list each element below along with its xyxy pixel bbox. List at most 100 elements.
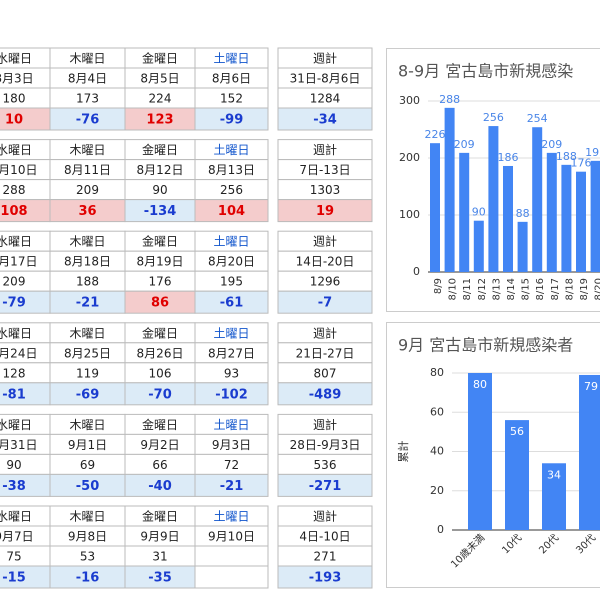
cell-text: -70 <box>148 387 172 402</box>
bar <box>430 143 440 272</box>
cell-text: 土曜日 <box>213 235 249 249</box>
cell-text: -16 <box>76 571 100 586</box>
cell-text: 木曜日 <box>69 52 105 66</box>
y-tick-label: 20 <box>430 484 444 497</box>
x-tick-label: 8/11 <box>462 278 473 300</box>
cell-text: 水曜日 <box>0 510 32 524</box>
cell <box>277 107 373 131</box>
cell-text: 256 <box>220 183 243 197</box>
cell <box>277 565 373 589</box>
value-label: 56 <box>510 425 524 438</box>
cell-text: 807 <box>314 366 337 380</box>
cell-text: 108 <box>0 204 27 219</box>
cell-text: 66 <box>152 458 167 472</box>
cell-text: 木曜日 <box>69 510 105 524</box>
y-tick-label: 40 <box>430 445 444 458</box>
x-tick-label: 8/20 <box>594 278 600 300</box>
value-label: 79 <box>584 380 598 393</box>
cell-text: 金曜日 <box>142 51 178 66</box>
cell-text: 8月10日 <box>0 163 37 177</box>
cell-text: 8月6日 <box>212 72 251 86</box>
value-label: 209 <box>454 138 475 151</box>
cell-text: 8月12日 <box>137 163 184 177</box>
cell-text: 9月7日 <box>0 530 34 544</box>
y-tick-label: 200 <box>399 151 420 164</box>
cell-text: 69 <box>80 458 95 472</box>
cell <box>194 473 269 497</box>
cell-text: -34 <box>313 113 337 128</box>
cell-text: 128 <box>3 366 26 380</box>
value-label: 254 <box>527 112 548 125</box>
x-tick-label: 8/16 <box>535 278 546 300</box>
cell-text: 9月3日 <box>212 438 251 452</box>
cell-text: 水曜日 <box>0 143 32 157</box>
cell-text: 14日-20日 <box>296 255 355 269</box>
chart: 8-9月 宮古島市新規感染 0 100 200 300 226 8/9 288 8/10 209 8… <box>386 48 600 312</box>
cell-text: -99 <box>220 113 244 128</box>
cell-text: 金曜日 <box>142 325 178 340</box>
cell-text: 9月9日 <box>140 530 179 544</box>
value-label: 288 <box>439 93 460 106</box>
value-label: 88 <box>516 207 530 220</box>
chart-frame <box>386 322 600 588</box>
bar <box>473 220 484 272</box>
chart-title: 8-9月 宮古島市新規感染 <box>398 62 573 81</box>
bar <box>542 463 566 530</box>
x-tick-label: 8/19 <box>579 278 590 300</box>
value-label: 34 <box>547 468 561 481</box>
cell-text: -69 <box>76 387 100 402</box>
cell-text: -271 <box>309 479 342 494</box>
cell-text: 水曜日 <box>0 52 32 66</box>
cell-text: 7日-13日 <box>299 163 350 177</box>
cell-text: -79 <box>2 296 26 311</box>
y-axis-label: 累計 <box>396 441 410 463</box>
cell-text: 31日-8月6日 <box>290 72 361 86</box>
cell-text: 1303 <box>310 183 341 197</box>
cell-text: 188 <box>76 275 99 289</box>
y-tick-label: 80 <box>430 366 444 379</box>
cell-text: 195 <box>220 275 243 289</box>
cell-text: -40 <box>148 479 172 494</box>
cell-text: 水曜日 <box>0 418 32 432</box>
y-tick-label: 0 <box>413 265 420 278</box>
cell-text: -7 <box>318 296 332 311</box>
cell-text: 木曜日 <box>69 326 105 340</box>
cell-text: 106 <box>149 366 172 380</box>
bar <box>576 171 586 272</box>
cell-text: 93 <box>224 366 239 380</box>
x-tick-label: 8/17 <box>550 278 561 300</box>
cell-text: -21 <box>76 296 100 311</box>
value-label: 209 <box>541 138 562 151</box>
cell-text: 8月19日 <box>137 255 184 269</box>
bar <box>503 165 513 272</box>
cell-text: 90 <box>6 458 21 472</box>
cell-text: 8月5日 <box>140 72 179 86</box>
cell-text: 224 <box>149 92 172 106</box>
cell <box>194 545 269 567</box>
cell-text: 119 <box>76 366 99 380</box>
cell-text: 209 <box>76 183 99 197</box>
value-label: 90 <box>472 206 486 219</box>
cell-text: 8月17日 <box>0 255 37 269</box>
cell-text: -489 <box>309 387 342 402</box>
cell-text: 180 <box>3 92 26 106</box>
cell-text: 金曜日 <box>142 509 178 524</box>
cell-text: 木曜日 <box>69 235 105 249</box>
cell-text: 86 <box>151 296 169 311</box>
cell-text: 週計 <box>313 417 337 432</box>
cell-text: 53 <box>80 550 95 564</box>
bar <box>579 374 600 530</box>
cell-text: 8月3日 <box>0 72 34 86</box>
cell-text: -15 <box>2 571 26 586</box>
x-tick-label: 8/15 <box>521 278 532 300</box>
cell-text: 水曜日 <box>0 326 32 340</box>
cell-text: -193 <box>309 571 342 586</box>
bar <box>561 164 572 272</box>
cell-text: 土曜日 <box>213 510 249 524</box>
cell-text: 19 <box>316 204 334 219</box>
bar <box>459 152 470 272</box>
bar <box>468 373 492 530</box>
cell-text: 8月18日 <box>64 255 111 269</box>
cell-text: 8月25日 <box>64 346 111 360</box>
cell-text: 209 <box>3 275 26 289</box>
